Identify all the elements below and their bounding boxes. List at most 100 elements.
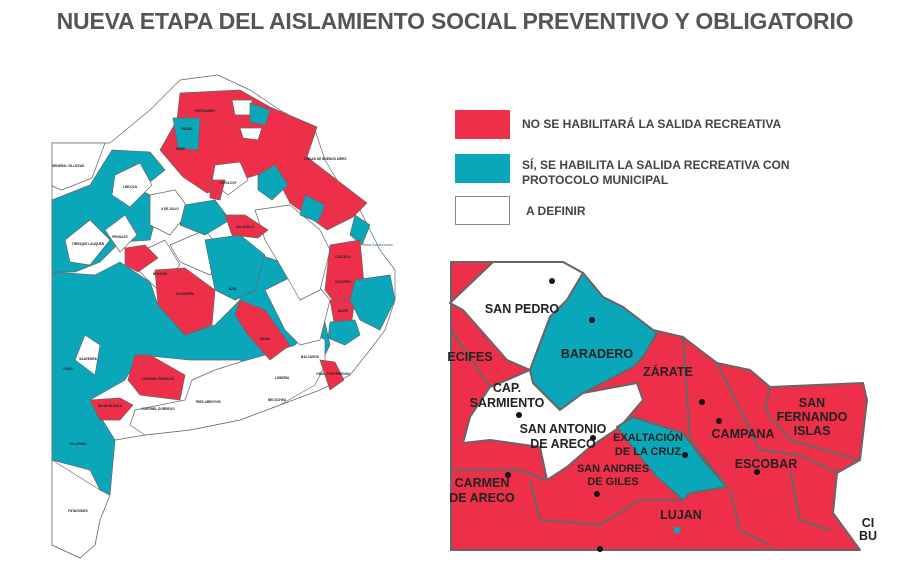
border-line bbox=[764, 386, 861, 461]
city-dot bbox=[516, 412, 522, 418]
map-label: LOBERÍA bbox=[275, 375, 290, 380]
map-label: PERGAMINO bbox=[195, 109, 215, 113]
map-label: CORONEL DORREGO bbox=[141, 407, 175, 411]
inset-label: FERNANDO bbox=[777, 410, 848, 424]
map-label: GRAL. PUEYRREDON bbox=[316, 372, 350, 376]
border-line bbox=[682, 336, 728, 488]
map-label: BOLÍVAR bbox=[153, 271, 168, 276]
legend-swatch-teal bbox=[455, 154, 510, 183]
city-dot-lujan bbox=[673, 526, 681, 534]
inset-sarmiento-areco bbox=[462, 369, 644, 481]
map-label: TANDIL bbox=[259, 337, 271, 341]
region-red-olavarria bbox=[154, 267, 216, 336]
map-label: ROJAS bbox=[182, 127, 193, 131]
map-label: BAHÍA BLANCA bbox=[98, 403, 123, 408]
border-line bbox=[729, 489, 771, 546]
city-dot bbox=[594, 491, 600, 497]
inset-label: SAN ANTONIO bbox=[520, 422, 607, 436]
map-label: DOLORES bbox=[335, 280, 351, 284]
map-label: CASTELLI bbox=[335, 255, 351, 259]
inset-label: SAN PEDRO bbox=[485, 302, 560, 316]
inset-label: CARMEN bbox=[455, 476, 510, 490]
map-label: SALADILLO bbox=[236, 225, 255, 229]
region-white-9-de-julio bbox=[149, 189, 191, 236]
region-white-saavedra bbox=[74, 334, 101, 376]
region-red-bahia-blanca bbox=[89, 397, 134, 421]
inset-label: CAMPANA bbox=[712, 427, 775, 441]
city-dot bbox=[682, 452, 688, 458]
main-map: GENERAL VILLEGAS LINCOLN 9 DE JULIO TREN… bbox=[51, 74, 396, 559]
city-dot bbox=[589, 317, 595, 323]
inset-label: DE LA CRUZ bbox=[615, 446, 681, 458]
region-red-alberti bbox=[209, 179, 226, 201]
map-label: OLAVARRÍA bbox=[176, 291, 195, 296]
inset-label: CI bbox=[862, 516, 875, 530]
inset-map: SAN PEDRO BARADERO ZÁRATE CAP. SARMIENTO… bbox=[447, 261, 877, 552]
region-teal-brandsen bbox=[299, 194, 326, 223]
map-label: Bahía Samborombón bbox=[363, 243, 393, 247]
region-white-east bbox=[254, 204, 331, 301]
region-red-saladillo bbox=[224, 214, 269, 239]
inset-label: SARMIENTO bbox=[470, 396, 545, 410]
border-line bbox=[789, 469, 831, 531]
map-label: SAAVEDRA bbox=[79, 357, 97, 361]
legend-label-si-line1: SÍ, SE HABILITA LA SALIDA RECREATIVA CON bbox=[522, 158, 790, 172]
inset-borders bbox=[450, 329, 861, 546]
inset-label: DE ARECO bbox=[449, 491, 515, 505]
inset-label: LUJAN bbox=[660, 508, 702, 522]
region-teal-25-de-mayo bbox=[179, 199, 231, 236]
region-red-coronel-pringles bbox=[127, 354, 186, 401]
map-label: BALCARCE bbox=[301, 355, 319, 359]
legend-swatch-white bbox=[455, 196, 510, 225]
border-line bbox=[716, 362, 838, 474]
region-teal-lavalle bbox=[349, 274, 396, 331]
region-white-trenque-lauquen bbox=[64, 219, 111, 266]
border-line bbox=[451, 469, 548, 481]
inset-label: DE GILES bbox=[587, 476, 638, 488]
map-label: GENERAL VILLEGAS bbox=[52, 164, 84, 168]
inset-label: BARADERO bbox=[561, 347, 634, 361]
map-label: LINCOLN bbox=[123, 185, 138, 189]
inset-dots bbox=[505, 278, 760, 552]
legend-swatch-red bbox=[455, 110, 510, 139]
map-label: CORONEL PRINGLES bbox=[141, 377, 174, 381]
region-white-south-coast bbox=[129, 329, 326, 436]
inset-exaltacion bbox=[616, 416, 728, 501]
region-red-pueyrredon bbox=[319, 359, 345, 391]
city-dot bbox=[597, 546, 603, 552]
region-red-rivadavia bbox=[124, 244, 159, 273]
region-teal-rojas bbox=[172, 117, 201, 151]
inset-label: BU bbox=[859, 529, 877, 543]
page-title: NUEVA ETAPA DEL AISLAMIENTO SOCIAL PREVE… bbox=[56, 8, 854, 34]
inset-label: DE ARECO bbox=[530, 437, 596, 451]
map-label: CHIVILCOY bbox=[219, 181, 237, 185]
city-dot bbox=[549, 278, 555, 284]
border-line bbox=[529, 479, 683, 526]
region-white-areco bbox=[239, 127, 263, 141]
map-label: AZUL bbox=[229, 287, 238, 291]
inset-label: SAN bbox=[799, 396, 825, 410]
inset-label: ZÁRATE bbox=[643, 364, 693, 379]
region-white-patagones bbox=[51, 459, 111, 559]
city-dot bbox=[590, 435, 596, 441]
map-label: TRENQUE LAUQUEN bbox=[72, 242, 105, 246]
region-red-tandil bbox=[234, 299, 291, 361]
city-dot bbox=[716, 418, 722, 424]
region-teal-lobos bbox=[257, 164, 289, 201]
legend-label-si-line2: PROTOCOLO MUNICIPAL bbox=[522, 173, 669, 187]
legend-label-a-definir: A DEFINIR bbox=[526, 204, 586, 218]
city-dot bbox=[754, 469, 760, 475]
city-dot bbox=[699, 399, 705, 405]
inset-label: ECIFES bbox=[447, 350, 492, 364]
map-label: PATAGONES bbox=[68, 509, 87, 513]
main-map-labels: GENERAL VILLEGAS LINCOLN 9 DE JULIO TREN… bbox=[52, 109, 393, 513]
region-white-villegas bbox=[51, 142, 106, 191]
map-label: VILLARINO bbox=[69, 442, 87, 446]
map-label: PEHUAJÓ bbox=[112, 234, 128, 239]
region-white-san-pedro bbox=[231, 99, 253, 116]
inset-label: SAN ANDRES bbox=[577, 463, 649, 475]
region-white-lincoln bbox=[111, 162, 153, 208]
region-white-pehuajo bbox=[104, 214, 138, 253]
region-teal-madariaga bbox=[327, 319, 361, 346]
